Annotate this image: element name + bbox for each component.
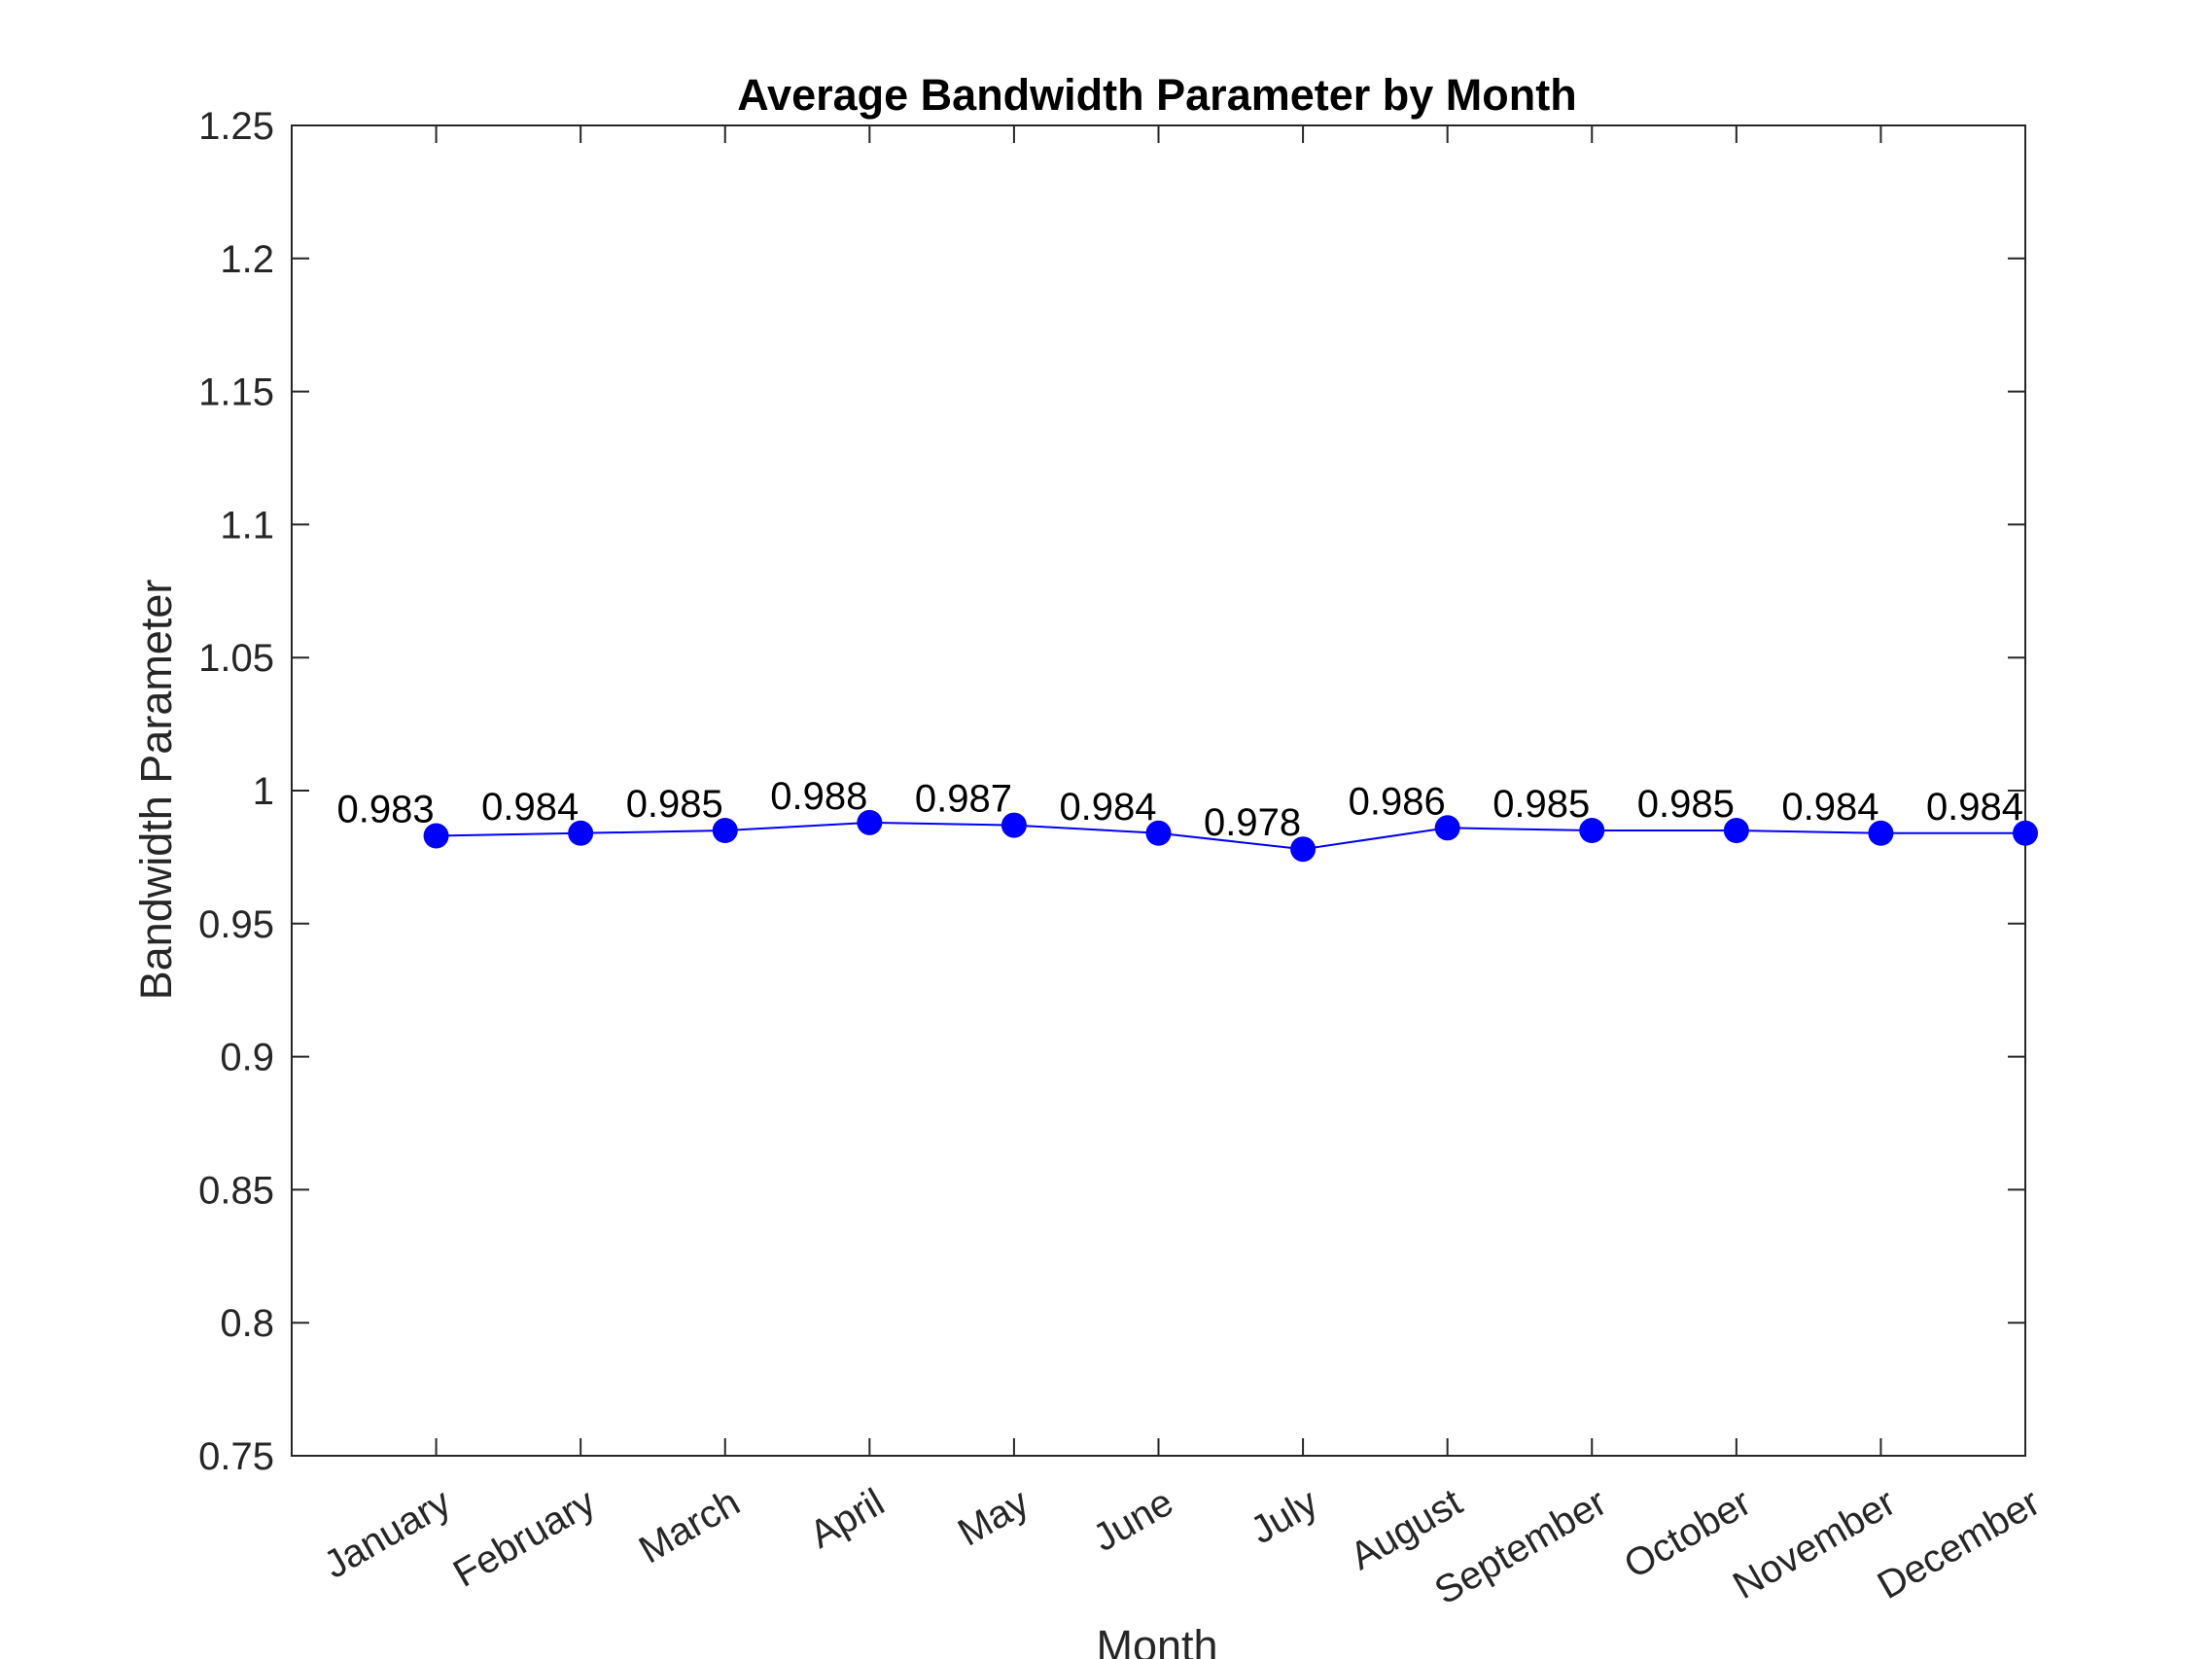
data-point	[1145, 820, 1172, 846]
data-point	[1868, 820, 1894, 846]
y-tick-label: 0.8	[220, 1302, 274, 1345]
data-label: 0.978	[1204, 801, 1301, 844]
data-point	[1001, 812, 1027, 838]
y-tick-label: 0.75	[198, 1435, 274, 1478]
data-label: 0.985	[626, 783, 723, 826]
data-point	[712, 818, 738, 844]
data-label: 0.983	[337, 789, 435, 831]
data-point	[1290, 836, 1317, 863]
y-tick-label: 1.2	[220, 238, 274, 281]
data-label: 0.985	[1492, 783, 1590, 826]
y-tick-label: 1	[253, 770, 274, 813]
y-tick-label: 0.95	[198, 903, 274, 946]
data-point	[1434, 815, 1460, 841]
y-tick-label: 0.85	[198, 1169, 274, 1212]
data-point	[423, 823, 449, 849]
data-point	[568, 820, 594, 846]
y-tick-label: 1.25	[198, 105, 274, 148]
x-axis-label: Month	[1096, 1621, 1217, 1659]
series-line	[436, 821, 2025, 851]
data-label: 0.987	[915, 778, 1012, 821]
y-axis-label: Bandwidth Parameter	[131, 580, 181, 1001]
data-label: 0.986	[1349, 780, 1446, 823]
data-label: 0.988	[770, 775, 867, 818]
y-tick-label: 1.05	[198, 637, 274, 680]
y-tick-label: 0.9	[220, 1037, 274, 1079]
data-label: 0.984	[1781, 786, 1878, 829]
data-label: 0.985	[1637, 783, 1735, 826]
data-point	[857, 809, 883, 835]
data-point	[1579, 818, 1605, 844]
data-label: 0.984	[1926, 786, 2023, 829]
data-point	[1723, 818, 1749, 844]
data-point	[2013, 820, 2038, 846]
data-label: 0.984	[481, 786, 579, 829]
y-tick-label: 1.1	[220, 504, 274, 547]
chart-title: Average Bandwidth Parameter by Month	[737, 70, 1577, 120]
data-label: 0.984	[1059, 786, 1156, 829]
y-tick-label: 1.15	[198, 371, 274, 414]
